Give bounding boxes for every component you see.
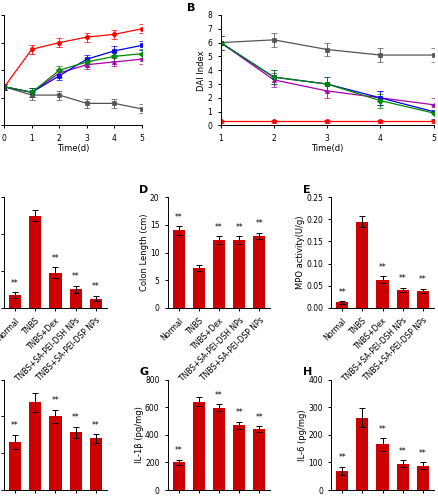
Text: **: ** <box>175 212 183 222</box>
Text: **: ** <box>52 254 60 263</box>
Text: **: ** <box>399 274 406 283</box>
Text: **: ** <box>235 408 243 417</box>
Bar <box>70 432 82 490</box>
Y-axis label: Colon Length (cm): Colon Length (cm) <box>140 214 148 291</box>
Bar <box>397 290 409 308</box>
Bar <box>213 240 225 308</box>
Bar <box>29 402 41 490</box>
Text: B: B <box>187 2 195 12</box>
Text: **: ** <box>419 449 427 458</box>
Text: **: ** <box>338 288 346 296</box>
Text: **: ** <box>11 278 19 287</box>
Bar <box>233 425 245 490</box>
Bar <box>397 464 409 490</box>
Text: **: ** <box>378 425 386 434</box>
Bar <box>9 442 21 490</box>
Bar <box>336 302 348 308</box>
Text: **: ** <box>255 413 263 422</box>
Text: D: D <box>139 185 148 195</box>
Bar <box>9 295 21 308</box>
Text: **: ** <box>215 391 223 400</box>
Bar <box>376 444 389 490</box>
Bar <box>29 216 41 308</box>
Bar <box>376 280 389 307</box>
Text: **: ** <box>255 219 263 228</box>
Bar <box>173 462 185 490</box>
Text: **: ** <box>338 453 346 462</box>
Bar <box>417 466 429 490</box>
Bar <box>336 470 348 490</box>
Y-axis label: IL-1β (pg/mg): IL-1β (pg/mg) <box>134 406 144 463</box>
Text: **: ** <box>235 223 243 232</box>
Bar <box>90 438 102 490</box>
Text: H: H <box>303 367 312 377</box>
Bar <box>193 402 205 490</box>
Bar <box>173 230 185 308</box>
Y-axis label: IL-6 (pg/mg): IL-6 (pg/mg) <box>298 409 307 461</box>
Text: **: ** <box>72 413 80 422</box>
Text: **: ** <box>215 223 223 232</box>
Text: **: ** <box>419 276 427 284</box>
X-axis label: Time(d): Time(d) <box>57 144 89 153</box>
Bar <box>49 416 62 490</box>
Text: **: ** <box>11 422 19 430</box>
Text: **: ** <box>92 282 100 292</box>
Bar <box>356 418 368 490</box>
Bar <box>70 290 82 308</box>
Text: **: ** <box>378 263 386 272</box>
Y-axis label: DAI Index: DAI Index <box>197 50 206 90</box>
Bar <box>417 291 429 308</box>
Text: **: ** <box>175 446 183 455</box>
Text: **: ** <box>399 447 406 456</box>
Bar <box>193 268 205 308</box>
Bar <box>356 222 368 308</box>
Text: **: ** <box>92 420 100 430</box>
Bar <box>253 429 265 490</box>
Bar <box>90 298 102 308</box>
Bar <box>49 273 62 308</box>
Y-axis label: MPO activity(U/g): MPO activity(U/g) <box>296 216 305 289</box>
Text: G: G <box>139 367 148 377</box>
Text: E: E <box>303 185 311 195</box>
Text: **: ** <box>52 396 60 406</box>
Bar <box>233 240 245 308</box>
Bar <box>253 236 265 308</box>
Text: **: ** <box>72 272 80 281</box>
X-axis label: Time(d): Time(d) <box>311 144 343 153</box>
Bar <box>213 408 225 490</box>
